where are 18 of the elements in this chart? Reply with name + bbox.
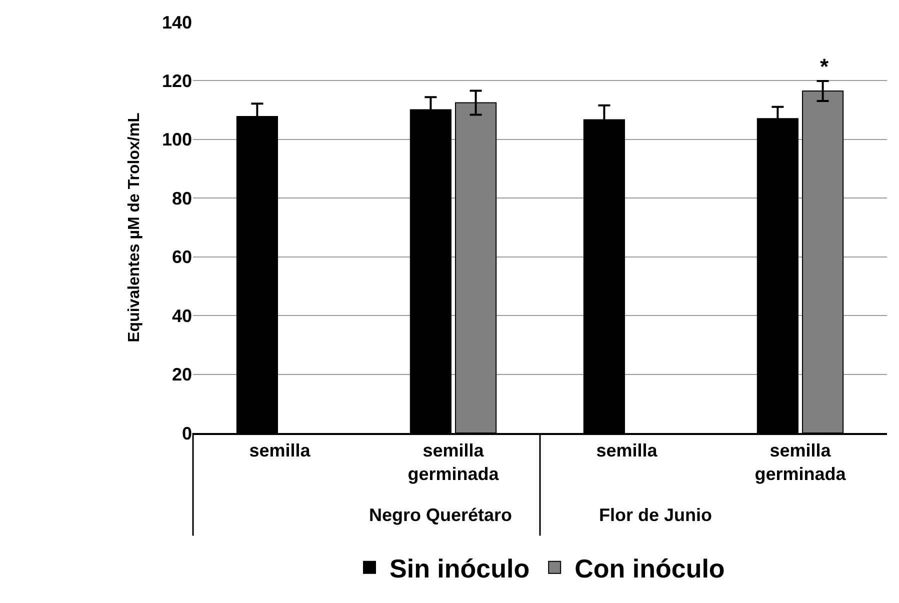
- x-tick-label: semilla germinada: [408, 440, 500, 484]
- y-tick-label: 40: [172, 306, 192, 326]
- x-tick-label: semilla: [596, 440, 658, 460]
- y-tick-label: 20: [172, 364, 192, 385]
- y-tick-label: 140: [162, 12, 192, 32]
- y-tick-label: 120: [162, 71, 192, 92]
- annotation: *: [820, 54, 829, 79]
- y-tick-label: 60: [172, 247, 192, 268]
- x-tick-label: semilla: [249, 440, 312, 460]
- legend-label: Con inóculo: [574, 554, 725, 584]
- legend-label: Sin inóculo: [390, 554, 530, 584]
- y-axis-title: Equivalentes µM de Trolox/mL: [126, 112, 143, 342]
- y-tick-label: 80: [172, 188, 192, 208]
- y-tick-label: 100: [162, 130, 192, 150]
- text: Negro Querétaro: [369, 505, 512, 525]
- y-tick-label: 0: [182, 423, 192, 444]
- text: Flor de Junio: [599, 505, 712, 525]
- x-tick-label: semilla germinada: [754, 440, 847, 484]
